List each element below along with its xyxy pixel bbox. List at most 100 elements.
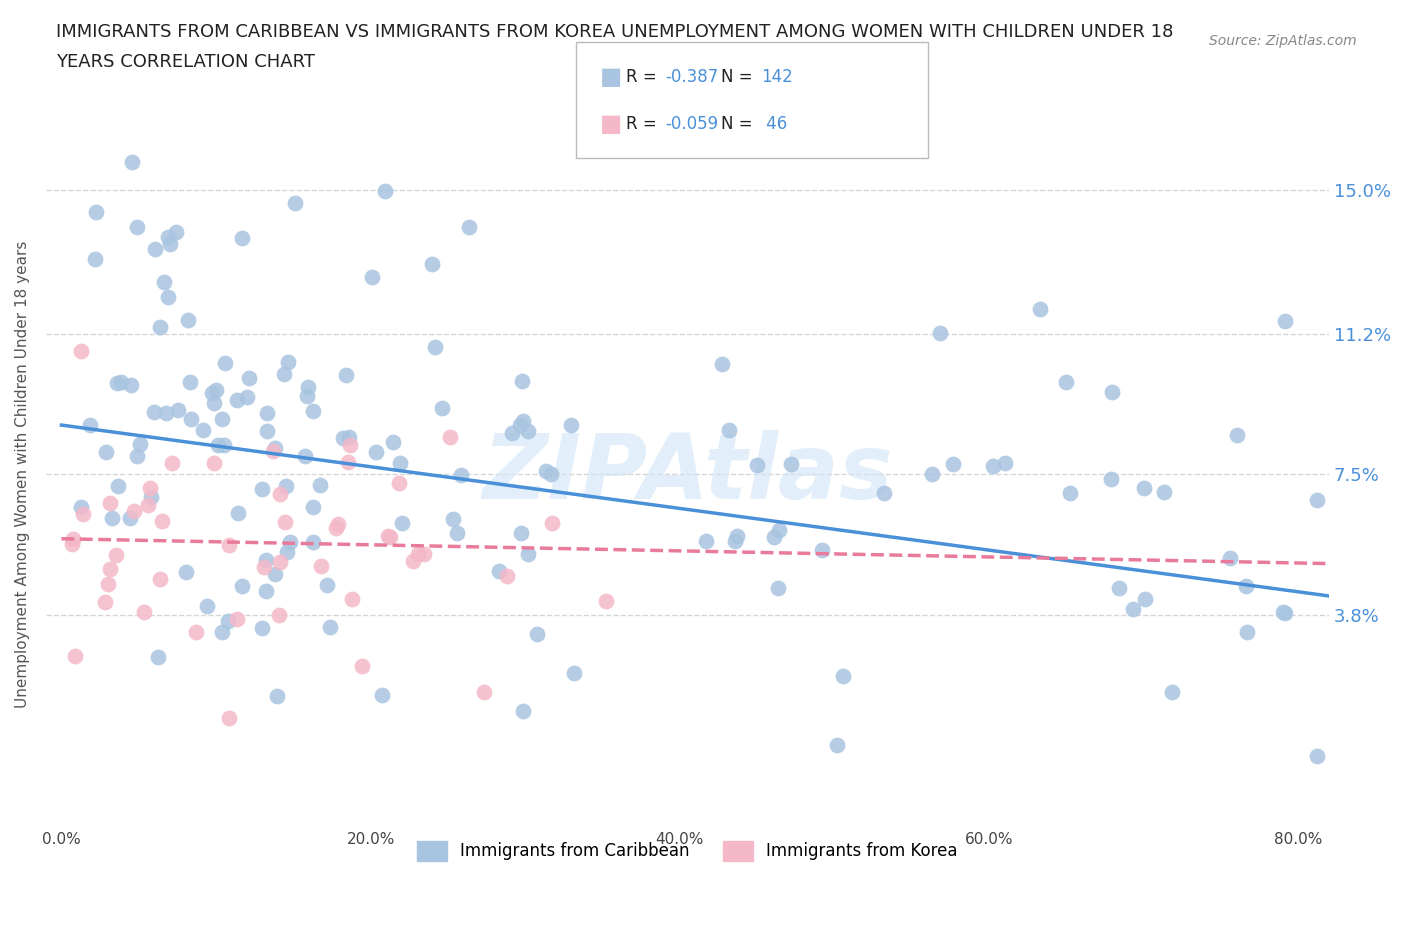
Point [174, 565, 197, 579]
Point [517, 424, 540, 439]
Point [152, 274, 174, 289]
Point [1132, 480, 1154, 495]
Point [214, 438, 236, 453]
Point [218, 711, 240, 725]
Point [278, 535, 301, 550]
Point [319, 619, 342, 634]
Point [231, 230, 253, 245]
Point [1161, 684, 1184, 699]
Point [540, 467, 562, 482]
Point [156, 230, 179, 245]
Point [60, 537, 83, 551]
Point [540, 515, 562, 530]
Point [225, 611, 247, 626]
Point [766, 580, 789, 595]
Point [150, 514, 173, 529]
Point [1274, 313, 1296, 328]
Point [439, 430, 461, 445]
Point [155, 405, 177, 420]
Point [96, 577, 118, 591]
Point [202, 456, 225, 471]
Point [374, 183, 396, 198]
Point [101, 511, 124, 525]
Point [218, 538, 240, 552]
Point [942, 457, 965, 472]
Point [1101, 384, 1123, 399]
Point [105, 547, 128, 562]
Point [238, 370, 260, 385]
Point [294, 448, 316, 463]
Point [143, 405, 166, 419]
Point [350, 658, 373, 673]
Point [450, 467, 472, 482]
Point [420, 257, 443, 272]
Point [406, 546, 429, 561]
Point [149, 320, 172, 335]
Point [512, 413, 534, 428]
Point [391, 515, 413, 530]
Point [371, 688, 394, 703]
Point [981, 458, 1004, 473]
Point [256, 423, 278, 438]
Point [267, 607, 290, 622]
Point [302, 404, 325, 418]
Point [825, 737, 848, 752]
Point [105, 375, 128, 390]
Point [264, 567, 287, 582]
Point [1226, 428, 1249, 443]
Point [211, 625, 233, 640]
Point [332, 431, 354, 445]
Point [269, 554, 291, 569]
Point [512, 704, 534, 719]
Point [501, 426, 523, 441]
Point [1236, 624, 1258, 639]
Point [118, 510, 141, 525]
Point [269, 487, 291, 502]
Point [763, 529, 786, 544]
Point [768, 523, 790, 538]
Point [253, 559, 276, 574]
Point [779, 457, 801, 472]
Point [159, 236, 181, 251]
Point [309, 477, 332, 492]
Point [1234, 578, 1257, 593]
Point [72, 506, 94, 521]
Point [388, 476, 411, 491]
Point [136, 498, 159, 512]
Point [311, 558, 333, 573]
Point [339, 438, 361, 453]
Point [177, 312, 200, 327]
Point [226, 506, 249, 521]
Point [832, 669, 855, 684]
Point [128, 436, 150, 451]
Point [378, 529, 401, 544]
Point [1305, 492, 1327, 507]
Point [1108, 581, 1130, 596]
Text: N =: N = [721, 114, 758, 133]
Point [711, 356, 734, 371]
Point [1099, 472, 1122, 486]
Point [727, 529, 749, 544]
Point [402, 553, 425, 568]
Point [921, 467, 943, 482]
Point [254, 584, 277, 599]
Point [184, 625, 207, 640]
Point [262, 444, 284, 458]
Point [273, 366, 295, 381]
Point [337, 430, 360, 445]
Point [297, 380, 319, 395]
Point [179, 375, 201, 390]
Point [526, 627, 548, 642]
Point [1153, 485, 1175, 499]
Point [205, 383, 228, 398]
Point [217, 614, 239, 629]
Point [284, 195, 307, 210]
Point [202, 395, 225, 410]
Point [302, 499, 325, 514]
Point [250, 482, 273, 497]
Point [377, 528, 399, 543]
Point [595, 593, 617, 608]
Point [207, 438, 229, 453]
Text: -0.059: -0.059 [665, 114, 718, 133]
Text: N =: N = [721, 68, 758, 86]
